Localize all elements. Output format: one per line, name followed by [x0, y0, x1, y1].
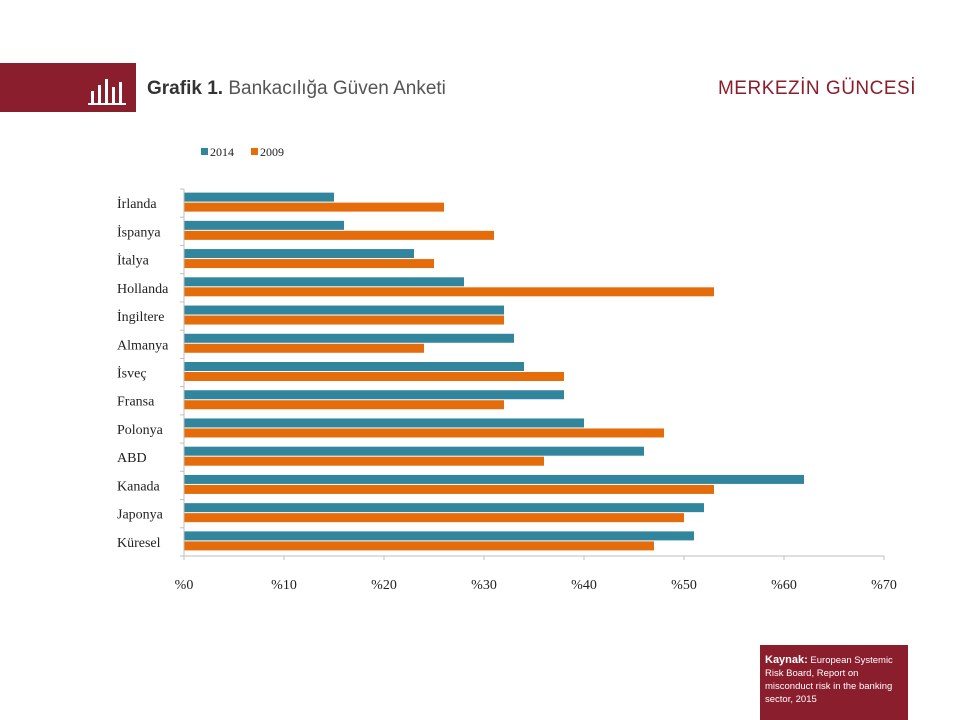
bar-2014-6 [184, 362, 524, 371]
category-label-8: Polonya [117, 423, 164, 438]
x-tick-label-4: %40 [571, 578, 597, 593]
category-label-3: Hollanda [117, 282, 169, 297]
legend-label-2009: 2009 [260, 145, 284, 159]
legend-swatch-2014 [201, 148, 208, 155]
bar-2014-10 [184, 474, 804, 484]
category-label-11: Japonya [117, 508, 164, 523]
category-label-7: Fransa [117, 395, 155, 410]
bar-2009-7 [184, 400, 504, 410]
category-label-5: Almanya [117, 338, 169, 353]
bar-2009-1 [184, 230, 494, 240]
bar-2014-8 [184, 418, 584, 428]
category-label-9: ABD [117, 451, 147, 466]
bar-2009-12 [184, 541, 654, 551]
bar-2014-2 [184, 249, 414, 259]
bar-chart-icon [88, 79, 126, 105]
source-box: Kaynak: European Systemic Risk Board, Re… [760, 645, 908, 720]
page-title: Grafik 1. Bankacılığa Güven Anketi [147, 78, 446, 99]
category-label-2: İtalya [117, 253, 150, 269]
x-tick-label-2: %20 [371, 578, 397, 593]
bar-chart: 2014 2009 İrlanda İspanya İtalya Hollanda İng… [117, 145, 897, 593]
bar-2014-0 [184, 192, 334, 202]
bar-2009-5 [184, 343, 424, 353]
x-tick-label-0: %0 [175, 578, 194, 593]
category-labels: İrlanda İspanya İtalya Hollanda İngiltere Alm… [117, 196, 169, 551]
bar-2009-2 [184, 259, 434, 269]
legend-swatch-2009 [251, 148, 258, 155]
legend-label-2014: 2014 [210, 145, 234, 159]
x-tick-label-6: %60 [771, 578, 797, 593]
x-tick-label-1: %10 [271, 578, 297, 593]
bar-2014-3 [184, 277, 464, 287]
chart-bars [184, 192, 804, 551]
bar-2014-1 [184, 220, 344, 230]
brand-logo-text: MERKEZİN GÜNCESİ [717, 78, 916, 99]
category-label-12: Küresel [117, 536, 161, 551]
bar-2014-9 [184, 446, 644, 456]
bar-2014-11 [184, 503, 704, 513]
bar-2009-4 [184, 315, 504, 325]
bar-2009-8 [184, 428, 664, 438]
bar-2009-11 [184, 513, 684, 523]
bar-2009-0 [184, 202, 444, 212]
chart-legend: 2014 2009 [201, 145, 284, 159]
source-text: European Systemic Risk Board, Report on … [765, 655, 893, 705]
x-tick-label-7: %70 [871, 578, 897, 593]
source-label: Kaynak: [765, 654, 808, 666]
bar-2009-3 [184, 287, 714, 297]
chart-axes [180, 188, 885, 560]
header-band [0, 63, 136, 112]
category-label-1: İspanya [117, 224, 161, 240]
bar-2009-10 [184, 484, 714, 494]
category-label-6: İsveç [117, 366, 147, 382]
x-tick-label-3: %30 [471, 578, 497, 593]
x-tick-labels: %0 %10 %20 %30 %40 %50 %60 %70 [175, 578, 897, 593]
bar-2009-6 [184, 372, 564, 381]
bar-2009-9 [184, 456, 544, 466]
bar-2014-5 [184, 333, 514, 343]
bar-2014-4 [184, 305, 504, 315]
x-tick-label-5: %50 [671, 578, 697, 593]
bar-2014-7 [184, 390, 564, 400]
category-label-0: İrlanda [117, 196, 157, 212]
bar-2014-12 [184, 531, 694, 541]
category-label-10: Kanada [117, 479, 161, 494]
category-label-4: İngiltere [117, 309, 164, 325]
